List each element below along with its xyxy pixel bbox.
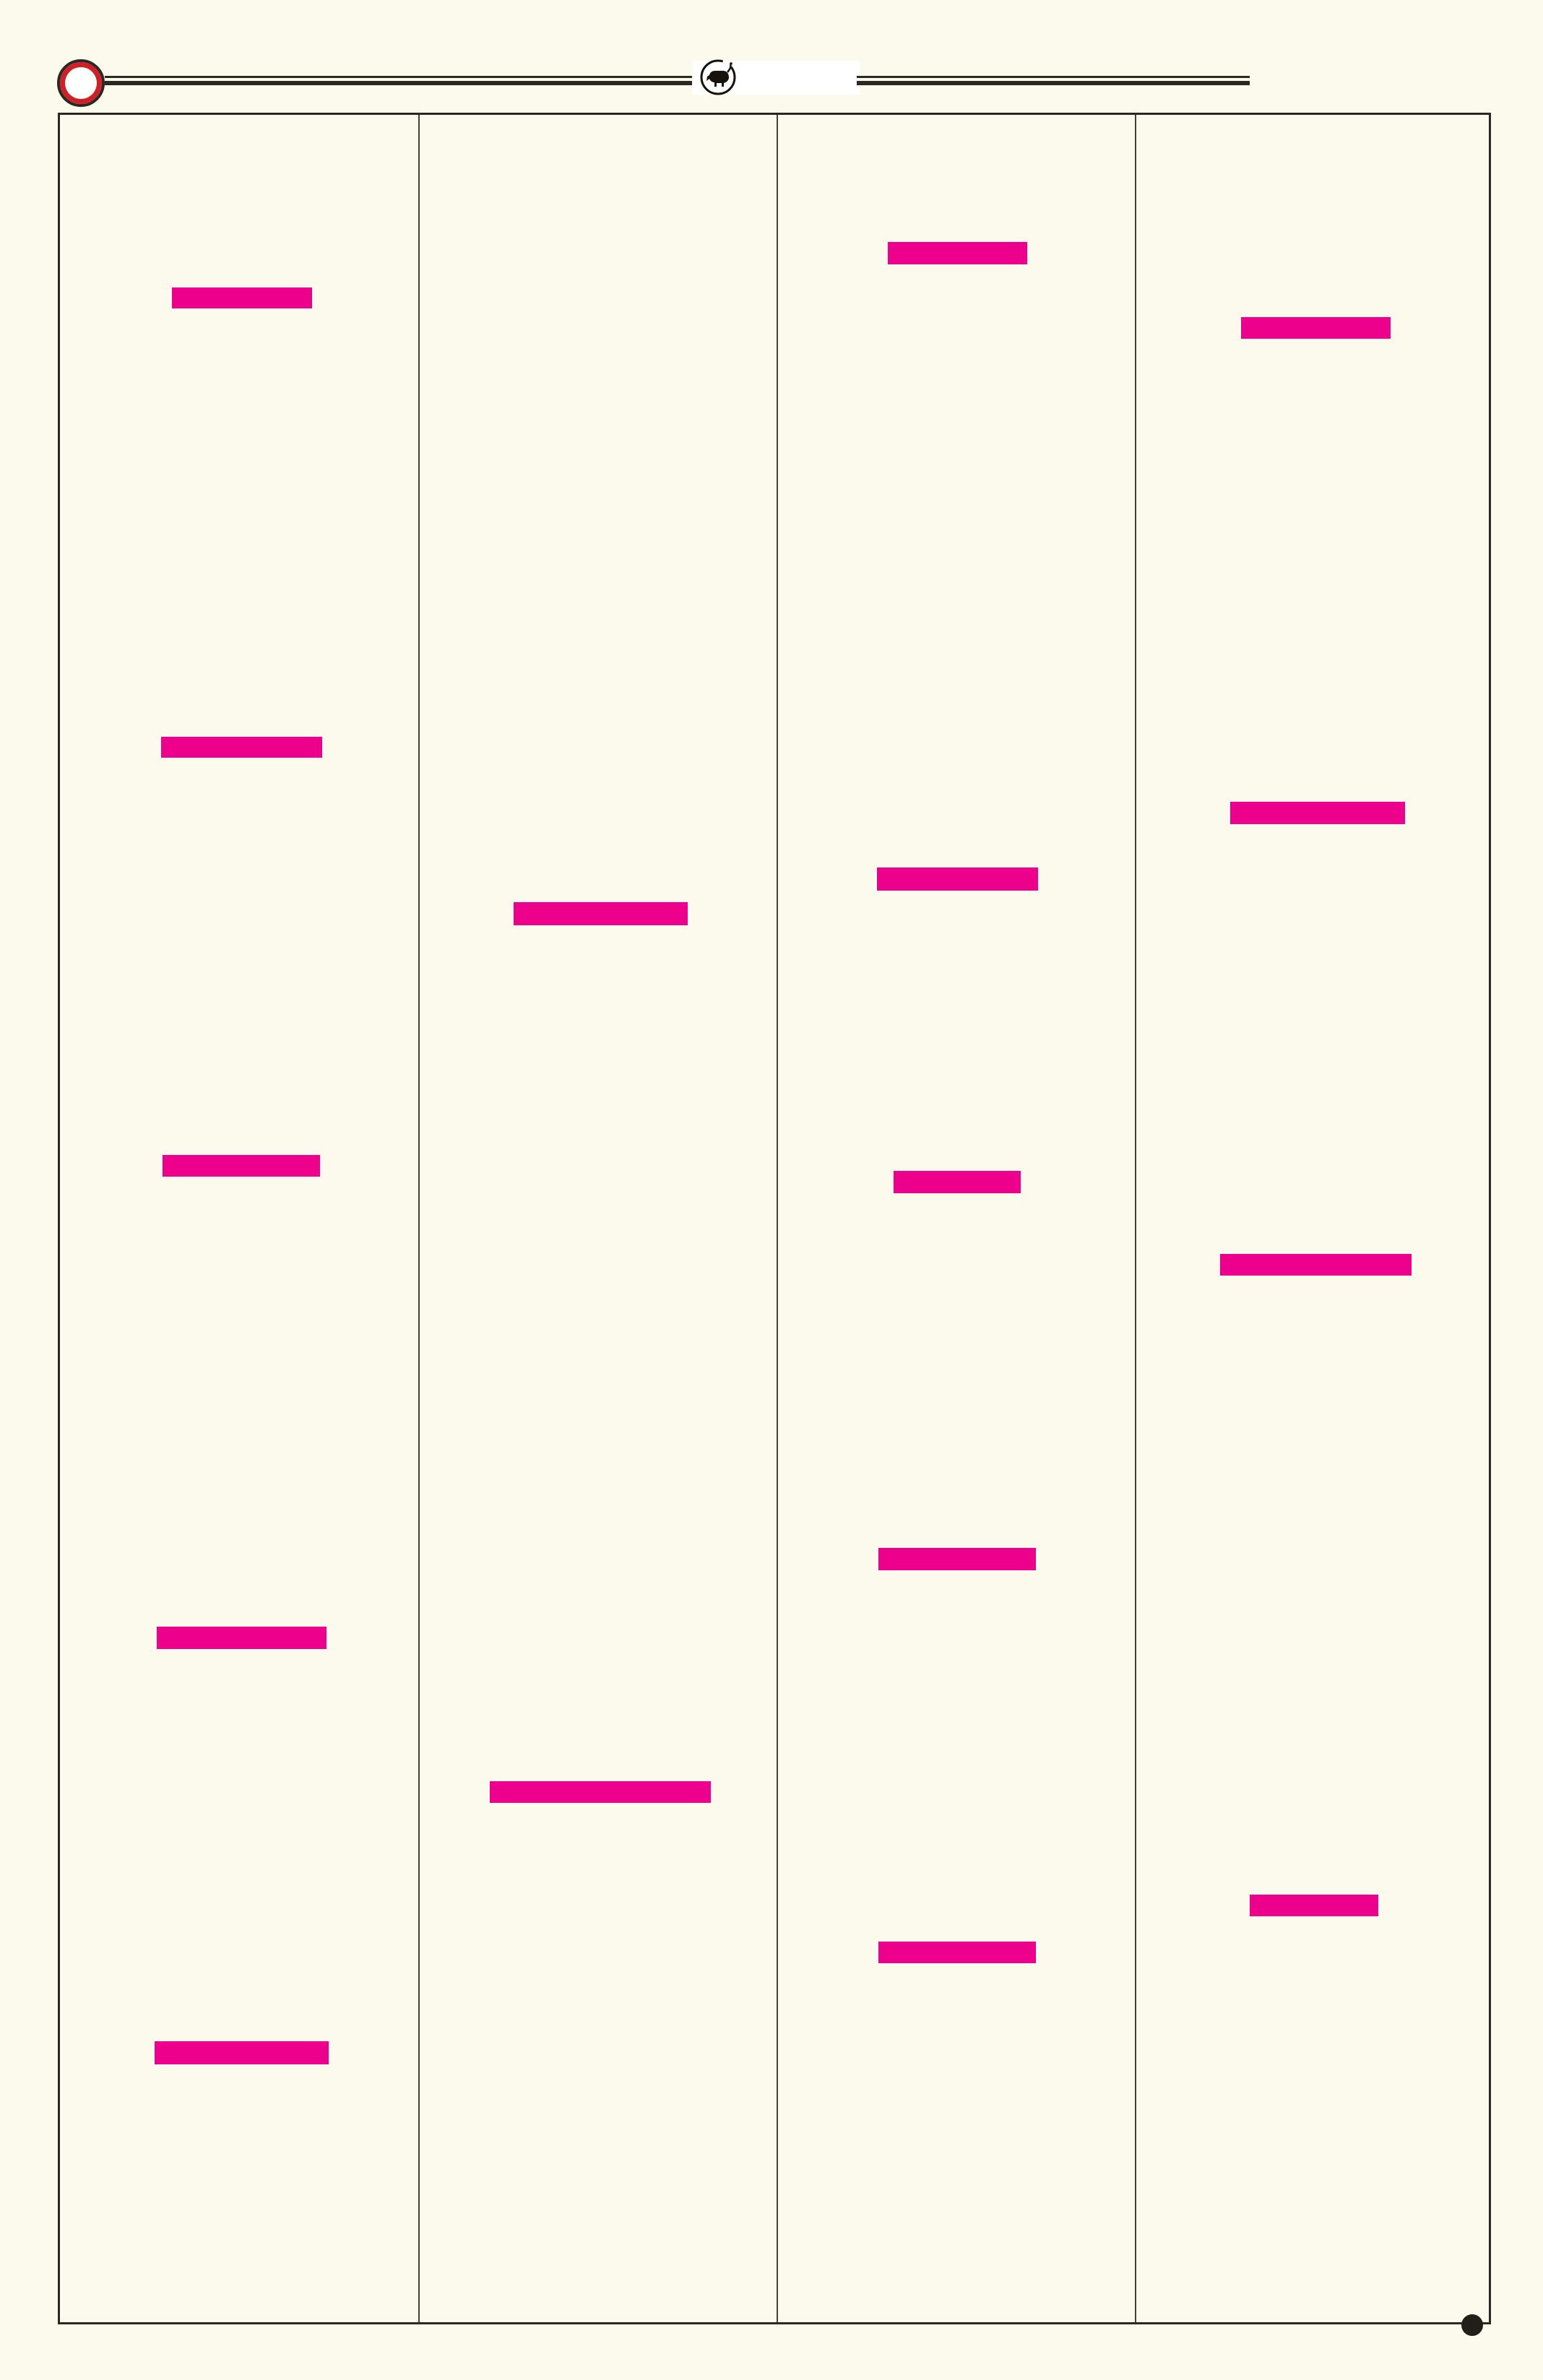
redaction-bar-col3-9 bbox=[877, 867, 1038, 891]
redaction-bar-col4-13 bbox=[1241, 317, 1391, 339]
header-rule-right bbox=[857, 76, 1250, 85]
column-divider-2 bbox=[777, 115, 778, 2322]
redaction-bar-col1-5 bbox=[155, 2041, 329, 2064]
header-rule-left bbox=[105, 76, 692, 85]
redaction-bar-col4-14 bbox=[1230, 802, 1405, 824]
column-divider-1 bbox=[418, 115, 420, 2322]
redaction-bar-col3-8 bbox=[888, 242, 1027, 264]
header-ring-ornament bbox=[57, 59, 105, 107]
redaction-bar-col1-4 bbox=[157, 1627, 327, 1649]
redaction-bar-col3-12 bbox=[878, 1942, 1036, 1963]
boar-emblem-icon bbox=[699, 59, 737, 96]
redaction-bar-col2-6 bbox=[514, 902, 688, 925]
redaction-bar-col4-16 bbox=[1250, 1895, 1378, 1916]
redaction-bar-col4-15 bbox=[1220, 1254, 1412, 1276]
redaction-bar-col2-7 bbox=[490, 1781, 711, 1803]
column-divider-3 bbox=[1135, 115, 1136, 2322]
page-corner-dot bbox=[1461, 2314, 1483, 2336]
redaction-bar-col3-10 bbox=[894, 1171, 1021, 1193]
redaction-bar-col1-2 bbox=[161, 737, 322, 758]
redaction-bar-col1-3 bbox=[163, 1155, 320, 1177]
redaction-bar-col3-11 bbox=[878, 1548, 1036, 1570]
redaction-bar-col1-1 bbox=[172, 287, 312, 308]
content-grid bbox=[58, 113, 1491, 2324]
